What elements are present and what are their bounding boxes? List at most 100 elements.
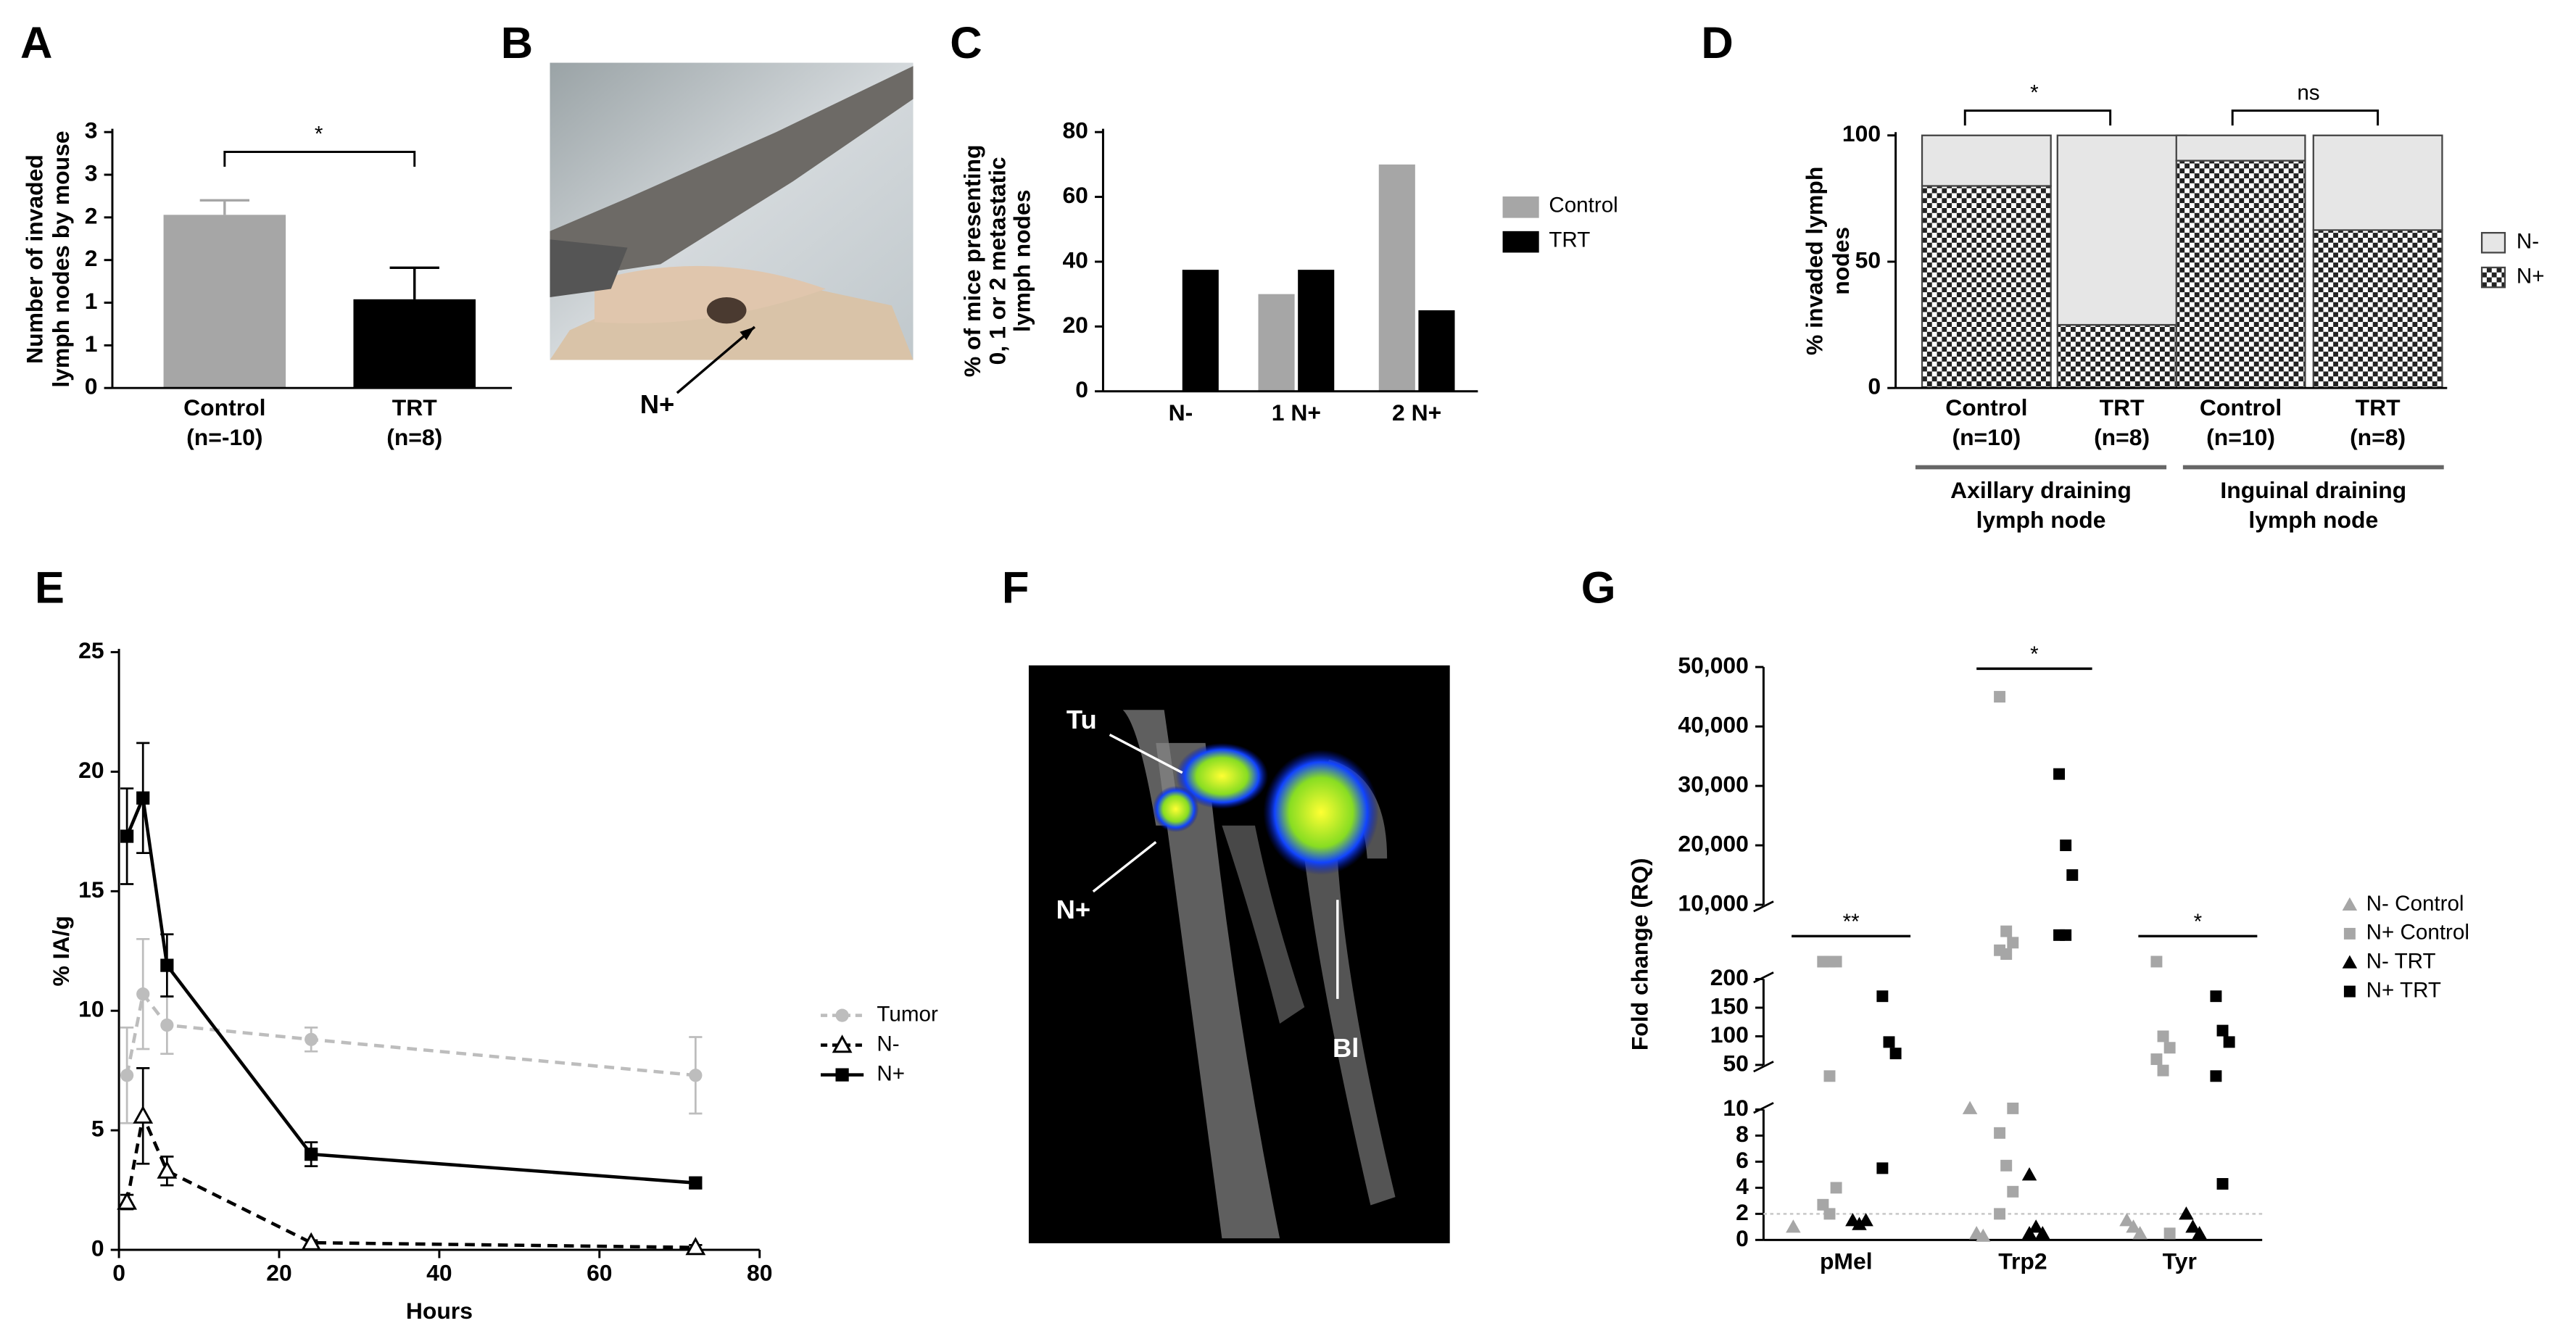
- data-point: [157, 1160, 178, 1179]
- data-point: [117, 1191, 138, 1210]
- bar-segment: [2175, 159, 2306, 389]
- panel-label: D: [1701, 18, 1733, 68]
- legend-label: N- Control: [2366, 892, 2464, 916]
- data-point: [133, 1105, 154, 1124]
- y-tick-label: 50,000: [1678, 652, 1749, 679]
- data-point: [136, 987, 150, 1001]
- data-point: [2223, 1036, 2235, 1048]
- bar: [1258, 294, 1295, 391]
- bar: [353, 299, 476, 389]
- data-point: [2163, 1042, 2176, 1054]
- panel-label: E: [35, 563, 65, 613]
- annotation: *: [2194, 910, 2203, 934]
- error-bar: [199, 199, 249, 215]
- x-tick-note: (n=8): [2094, 424, 2150, 450]
- data-point: [1876, 1162, 1889, 1174]
- data-point: [2163, 1227, 2176, 1240]
- y-tick-label: 20,000: [1678, 830, 1749, 856]
- y-tick-label: 40: [1062, 246, 1088, 273]
- data-point: [2210, 1070, 2222, 1082]
- y-tick-label: 0: [1736, 1225, 1749, 1251]
- bar-segment: [1921, 185, 2052, 389]
- y-tick-label: 20: [1062, 312, 1088, 338]
- data-point: [1823, 1070, 1836, 1082]
- legend-swatch: [2480, 231, 2506, 254]
- bar-segment: [2312, 134, 2443, 231]
- data-point: [2028, 1219, 2044, 1233]
- y-tick-label: 50: [1723, 1050, 1748, 1076]
- data-point: [1976, 1228, 1991, 1242]
- bar-segment: [1921, 134, 2052, 187]
- x-tick-label: 0: [112, 1260, 125, 1286]
- axis-break: [1753, 1061, 1774, 1073]
- series-line: [125, 792, 696, 1185]
- group-label: lymph node: [1976, 507, 2106, 533]
- legend-label: N+ Control: [2366, 921, 2469, 945]
- x-tick-note: (n=-10): [186, 424, 262, 450]
- legend-marker: [835, 1068, 849, 1082]
- photo-f: [1028, 665, 1450, 1243]
- photo-b: [550, 62, 914, 394]
- data-point: [2216, 1024, 2229, 1037]
- y-tick-label: 0: [1868, 373, 1881, 399]
- bar: [1378, 164, 1415, 391]
- y-axis-label: Number of invaded: [22, 154, 48, 364]
- y-tick-label: 40,000: [1678, 711, 1749, 737]
- x-tick-label: 60: [587, 1260, 612, 1286]
- axis-break: [1753, 1102, 1774, 1114]
- legend-label: N+: [2517, 264, 2545, 288]
- y-tick-label: 6: [1736, 1147, 1749, 1173]
- data-point: [2216, 1178, 2229, 1190]
- data-point: [2132, 1226, 2148, 1240]
- data-point: [2000, 925, 2013, 937]
- x-tick-label: N-: [1169, 399, 1193, 426]
- data-point: [2157, 1030, 2169, 1042]
- photo-label: N+: [640, 389, 675, 419]
- data-point: [1889, 1048, 1902, 1060]
- legend-label: N-: [877, 1032, 899, 1056]
- y-tick-label: 1: [85, 331, 98, 357]
- series-line: [125, 1110, 696, 1249]
- y-tick-label: 0: [85, 373, 98, 399]
- data-point: [305, 1147, 318, 1161]
- significance-bracket: [223, 151, 416, 167]
- legend-label: Control: [1549, 193, 1618, 217]
- y-tick-label: 0: [1075, 376, 1088, 402]
- y-axis-label: lymph nodes by mouse: [48, 130, 74, 387]
- x-tick-label: Tyr: [2163, 1248, 2197, 1274]
- data-point: [120, 829, 134, 843]
- y-tick-label: 50: [1855, 246, 1881, 273]
- data-point: [2007, 1185, 2019, 1198]
- y-axis-label: Fold change (RQ): [1626, 858, 1652, 1051]
- y-tick-label: 10,000: [1678, 890, 1749, 916]
- annotation: **: [1843, 910, 1860, 934]
- panel-label: G: [1581, 563, 1616, 613]
- x-axis-label: Hours: [406, 1298, 473, 1324]
- photo-label: N+: [1056, 895, 1091, 924]
- x-tick-label: Control: [183, 394, 265, 420]
- data-point: [1823, 1208, 1836, 1220]
- x-tick-label: 20: [266, 1260, 291, 1286]
- significance-bracket: [2231, 109, 2380, 126]
- legend-label: Tumor: [877, 1002, 938, 1026]
- bar: [163, 215, 286, 389]
- x-tick-label: 2 N+: [1392, 399, 1441, 426]
- significance-bracket: [1963, 109, 2112, 126]
- data-point: [2053, 768, 2066, 780]
- x-tick-label: Trp2: [1998, 1248, 2047, 1274]
- photo-label: Tu: [1067, 705, 1097, 734]
- data-point: [301, 1232, 322, 1251]
- y-tick-label: 15: [78, 876, 104, 903]
- data-point: [2126, 1219, 2141, 1233]
- group-label: Axillary draining: [1950, 477, 2132, 503]
- data-point: [2007, 1102, 2019, 1114]
- data-point: [305, 1032, 318, 1046]
- data-point: [2060, 929, 2072, 941]
- group-label: lymph node: [2248, 507, 2378, 533]
- data-point: [2060, 840, 2072, 852]
- y-tick-label: 0: [91, 1235, 104, 1261]
- y-tick-label: 10: [1723, 1095, 1748, 1121]
- y-tick-label: 3: [85, 117, 98, 144]
- legend-swatch: [1502, 231, 1539, 253]
